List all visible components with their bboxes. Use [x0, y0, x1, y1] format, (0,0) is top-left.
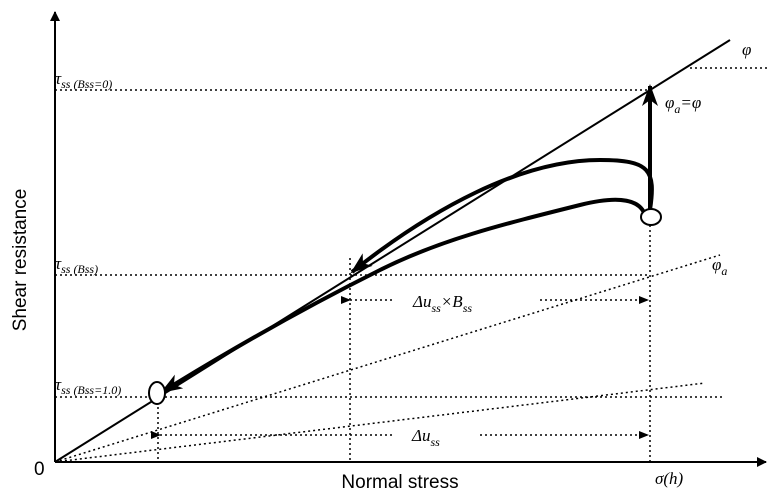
guides: [54, 67, 770, 463]
axes: [50, 11, 767, 467]
dimension-label: Δuss×Bss: [412, 292, 472, 315]
origin: 0: [34, 459, 45, 480]
dimension-label: Δuss: [411, 426, 440, 449]
level-label: τss (Bss): [55, 254, 98, 276]
angle-label: φa: [712, 255, 727, 278]
end-point: [148, 381, 166, 405]
level-label: τss (Bss=0): [55, 69, 112, 91]
x-end: σ(h): [655, 469, 684, 488]
start-point: [640, 208, 662, 226]
y-label: Shear resistance: [10, 189, 31, 332]
angle-label: φa=φ: [665, 93, 701, 116]
stress-paths: [160, 84, 658, 394]
angle-label: φ: [742, 40, 751, 59]
x-label: Normal stress: [341, 472, 458, 493]
level-label: τss (Bss=1.0): [55, 375, 121, 397]
